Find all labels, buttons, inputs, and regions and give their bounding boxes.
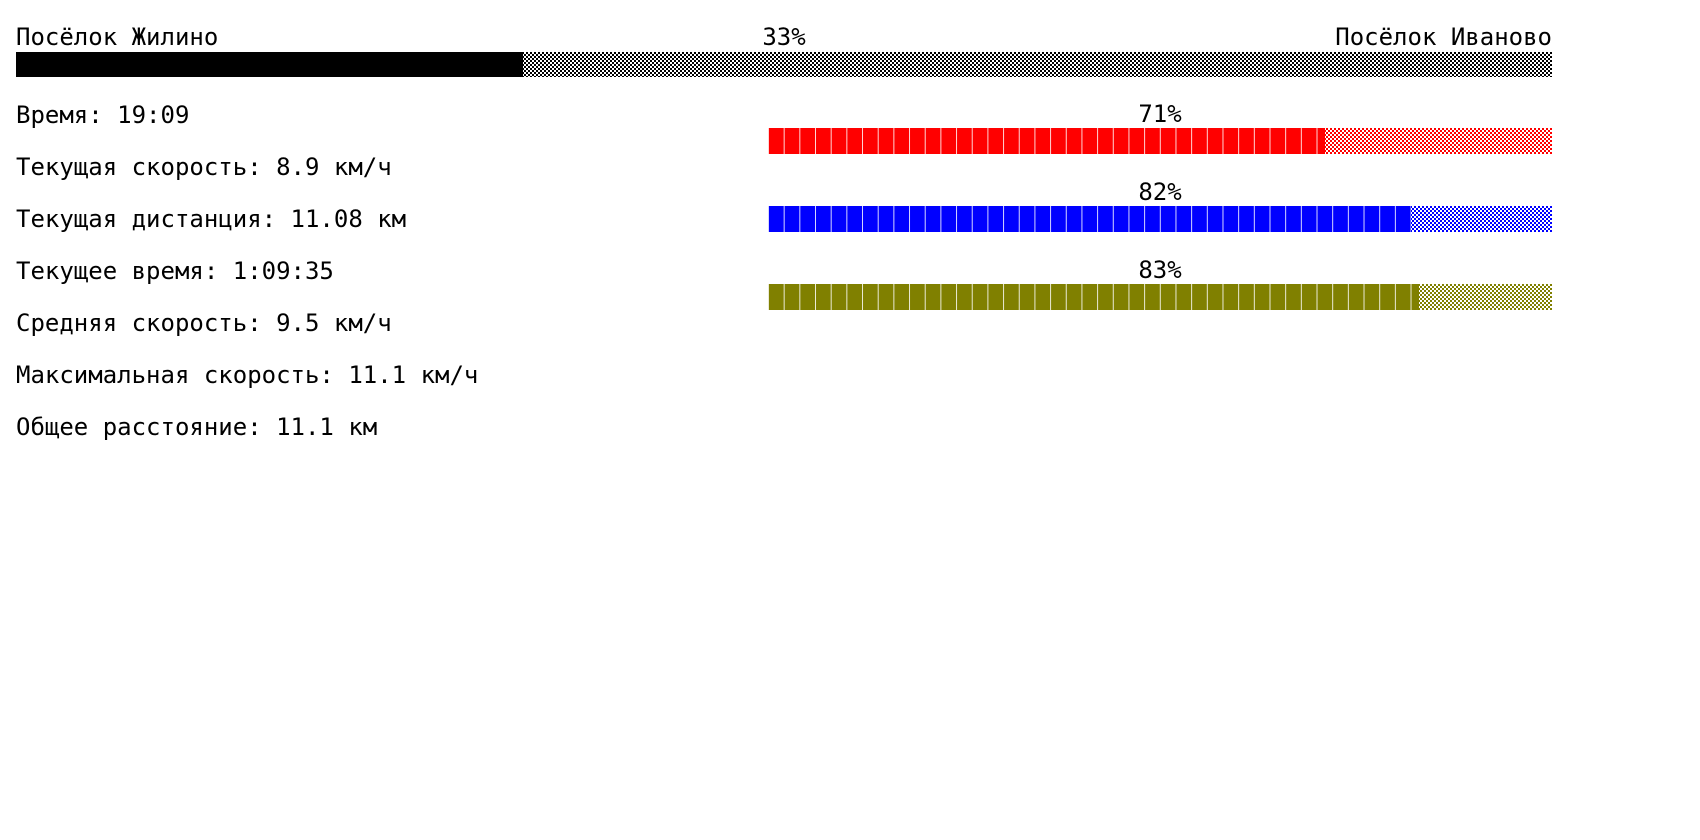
meter-olive-fill [768, 284, 1419, 310]
meter-blue-bar [768, 206, 1552, 232]
route-end-label: Посёлок Иваново [1335, 23, 1552, 51]
meter-red-label: 71% [1138, 100, 1182, 128]
meter-olive-label: 83% [1138, 256, 1182, 284]
meter-blue-label: 82% [1138, 178, 1182, 206]
meter-olive-bar [768, 284, 1552, 310]
meter-red-fill [768, 128, 1325, 154]
meter-olive: 83% [768, 256, 1552, 334]
route-progress-bar [16, 52, 1552, 77]
route-start-label: Посёлок Жилино [16, 23, 219, 51]
meter-blue: 82% [768, 178, 1552, 256]
meter-red-bar [768, 128, 1552, 154]
meter-blue-fill [768, 206, 1411, 232]
route-header: Посёлок Жилино 33% Посёлок Иваново [16, 22, 1552, 52]
stat-current-time: Текущее время: 1:09:35 [16, 257, 334, 285]
stat-total-distance: Общее расстояние: 11.1 км [16, 413, 378, 441]
route-progress-label: 33% [762, 23, 806, 51]
stat-time: Время: 19:09 [16, 101, 190, 129]
stat-current-speed: Текущая скорость: 8.9 км/ч [16, 153, 392, 181]
stat-average-speed: Средняя скорость: 9.5 км/ч [16, 309, 392, 337]
meters-panel: 71% 82% 83% [768, 100, 1552, 334]
route-progress-fill [16, 52, 523, 77]
stats-list: Время: 19:09 Текущая скорость: 8.9 км/ч … [16, 98, 478, 462]
stat-current-distance: Текущая дистанция: 11.08 км [16, 205, 407, 233]
meter-red: 71% [768, 100, 1552, 178]
stat-max-speed: Максимальная скорость: 11.1 км/ч [16, 361, 479, 389]
